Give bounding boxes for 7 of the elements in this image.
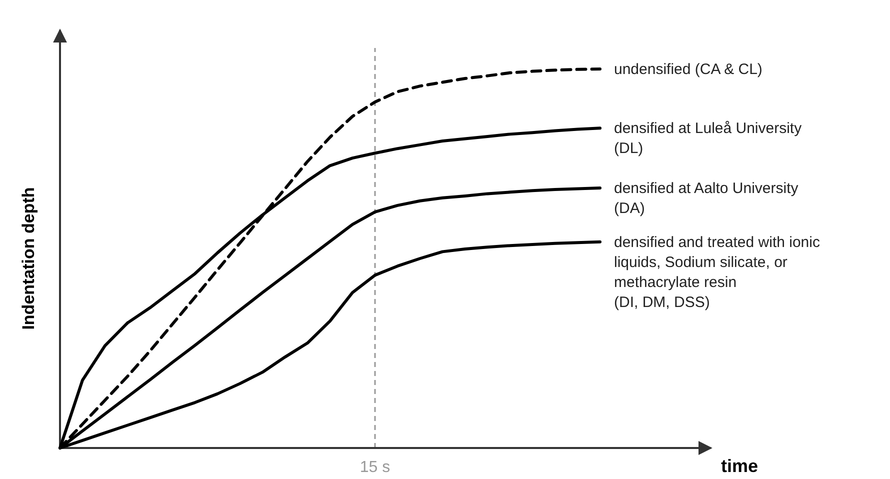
text: time — [721, 456, 758, 476]
text: 15 s — [360, 459, 390, 476]
series-label: densified and treated with ionic liquids, Sodium silicate, or methacrylate resin (DI, DM, DSS) — [614, 234, 820, 311]
series-label: undensified (CA & CL) — [614, 61, 762, 78]
series-label: densified at Aalto University (DA) — [614, 180, 799, 218]
series-label: densified at Luleå University (DL) — [614, 120, 802, 158]
y-axis-title: Indentation depth — [19, 187, 38, 330]
